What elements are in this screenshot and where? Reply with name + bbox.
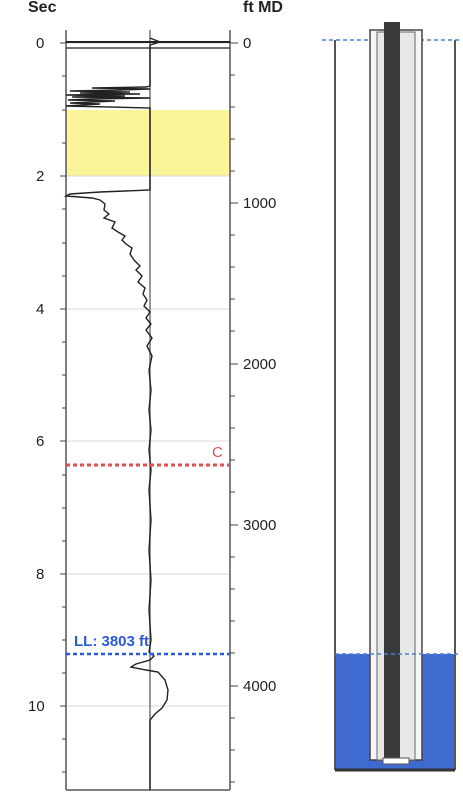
depth-tick-label: 2000 bbox=[243, 356, 276, 373]
time-tick-label: 2 bbox=[36, 168, 44, 185]
depth-tick-label: 4000 bbox=[243, 678, 276, 695]
depth-axis-unit-label: ft MD bbox=[243, 0, 283, 16]
depth-axis: 0 1000 2000 3000 4000 bbox=[230, 35, 276, 783]
time-axis-unit-label: Sec bbox=[28, 0, 57, 16]
acoustic-trace bbox=[63, 37, 169, 790]
time-tick-label: 8 bbox=[36, 566, 44, 583]
depth-tick-label: 3000 bbox=[243, 517, 276, 534]
collar-marker-label: C bbox=[212, 444, 223, 461]
time-tick-label: 6 bbox=[36, 433, 44, 450]
depth-tick-label: 1000 bbox=[243, 195, 276, 212]
rod-string bbox=[384, 22, 400, 760]
time-minor-ticks bbox=[60, 42, 66, 773]
depth-ticks bbox=[230, 42, 238, 783]
time-tick-label: 0 bbox=[36, 35, 44, 52]
wellbore-schematic bbox=[322, 22, 460, 772]
time-tick-label: 4 bbox=[36, 301, 44, 318]
time-tick-label: 10 bbox=[28, 698, 45, 715]
liquid-level-label: LL: 3803 ft bbox=[74, 633, 149, 650]
depth-tick-label: 0 bbox=[243, 35, 251, 52]
time-axis: 0 2 4 6 8 10 bbox=[28, 35, 66, 773]
pump-bottom bbox=[382, 757, 410, 765]
shaded-interval bbox=[66, 110, 230, 176]
log-track: C LL: 3803 ft bbox=[63, 30, 231, 791]
